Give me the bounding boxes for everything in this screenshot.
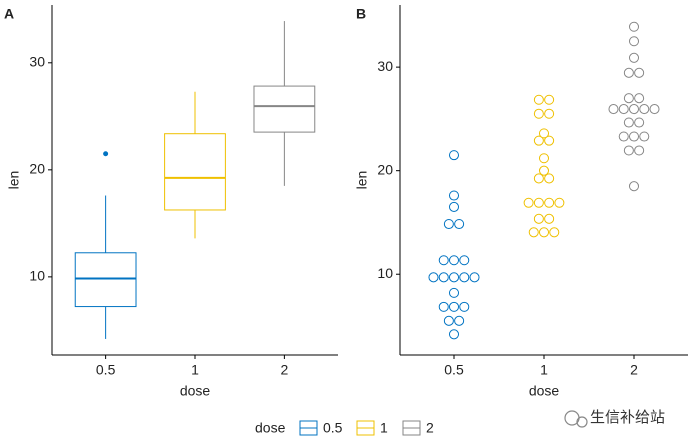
dot bbox=[628, 131, 640, 142]
dot bbox=[533, 213, 544, 224]
dot bbox=[618, 104, 629, 115]
dot bbox=[634, 117, 645, 128]
dot bbox=[544, 213, 555, 224]
dot bbox=[628, 104, 640, 115]
dot bbox=[533, 197, 544, 208]
dot bbox=[454, 315, 465, 326]
x-tick-label: 1 bbox=[540, 362, 548, 378]
x-axis-title: dose bbox=[529, 383, 560, 399]
dot bbox=[608, 104, 619, 115]
x-tick-label: 0.5 bbox=[96, 362, 116, 378]
dot bbox=[544, 173, 555, 184]
legend-label: 1 bbox=[380, 420, 388, 436]
x-tick-label: 2 bbox=[630, 362, 638, 378]
dot bbox=[634, 67, 645, 78]
dot bbox=[544, 135, 555, 146]
dot bbox=[533, 135, 544, 146]
panel-label: A bbox=[4, 6, 14, 22]
dot bbox=[623, 93, 634, 104]
dot bbox=[533, 108, 544, 119]
dot bbox=[649, 104, 660, 115]
dot bbox=[438, 255, 449, 266]
dot bbox=[634, 145, 645, 156]
dot bbox=[448, 255, 460, 266]
dot bbox=[448, 329, 460, 340]
dot bbox=[544, 94, 555, 105]
outlier bbox=[103, 151, 109, 157]
legend-title: dose bbox=[255, 420, 286, 436]
dot bbox=[639, 131, 650, 142]
y-tick-label: 10 bbox=[29, 268, 45, 284]
dot bbox=[634, 93, 645, 104]
y-tick-label: 20 bbox=[377, 161, 393, 177]
dot bbox=[623, 117, 634, 128]
x-tick-label: 0.5 bbox=[444, 362, 464, 378]
dot bbox=[544, 108, 555, 119]
dot bbox=[623, 145, 634, 156]
dot bbox=[448, 287, 460, 298]
dot bbox=[618, 131, 629, 142]
box bbox=[164, 133, 226, 211]
y-axis-title: len bbox=[354, 171, 370, 190]
dot bbox=[448, 150, 460, 161]
dot bbox=[639, 104, 650, 115]
watermark: 生信补给站 bbox=[590, 409, 665, 426]
dot bbox=[448, 272, 460, 283]
y-tick-label: 30 bbox=[377, 58, 393, 74]
dot bbox=[628, 52, 640, 63]
dot bbox=[448, 190, 460, 201]
dot bbox=[459, 301, 470, 312]
dot bbox=[538, 153, 550, 164]
dot bbox=[438, 272, 449, 283]
dot bbox=[528, 227, 539, 238]
x-axis-title: dose bbox=[180, 383, 211, 399]
dot bbox=[448, 301, 460, 312]
dot bbox=[459, 272, 470, 283]
dot bbox=[443, 315, 454, 326]
dot bbox=[628, 21, 640, 32]
box bbox=[74, 252, 137, 308]
dot bbox=[538, 128, 550, 139]
y-tick-label: 10 bbox=[377, 265, 393, 281]
dot bbox=[459, 255, 470, 266]
legend-label: 2 bbox=[426, 420, 434, 436]
dot bbox=[628, 181, 640, 192]
dot bbox=[533, 173, 544, 184]
dot bbox=[443, 218, 454, 230]
y-tick-label: 30 bbox=[29, 54, 45, 70]
dot bbox=[544, 197, 555, 208]
dot bbox=[549, 227, 560, 238]
legend-label: 0.5 bbox=[323, 420, 343, 436]
dot bbox=[438, 301, 449, 312]
dot bbox=[628, 36, 640, 47]
y-tick-label: 20 bbox=[29, 161, 45, 177]
dot bbox=[533, 94, 544, 105]
watermark-icon bbox=[564, 410, 588, 428]
x-tick-label: 2 bbox=[280, 362, 288, 378]
dot bbox=[623, 67, 634, 78]
dot bbox=[469, 272, 480, 283]
dot bbox=[523, 197, 534, 208]
dot bbox=[454, 218, 465, 230]
x-tick-label: 1 bbox=[191, 362, 199, 378]
dot bbox=[554, 197, 565, 208]
box bbox=[253, 85, 316, 133]
panel-label: B bbox=[356, 6, 366, 22]
dot bbox=[428, 272, 439, 283]
dot bbox=[538, 227, 550, 238]
y-axis-title: len bbox=[6, 171, 22, 190]
dot bbox=[538, 165, 550, 176]
dot bbox=[448, 201, 460, 212]
